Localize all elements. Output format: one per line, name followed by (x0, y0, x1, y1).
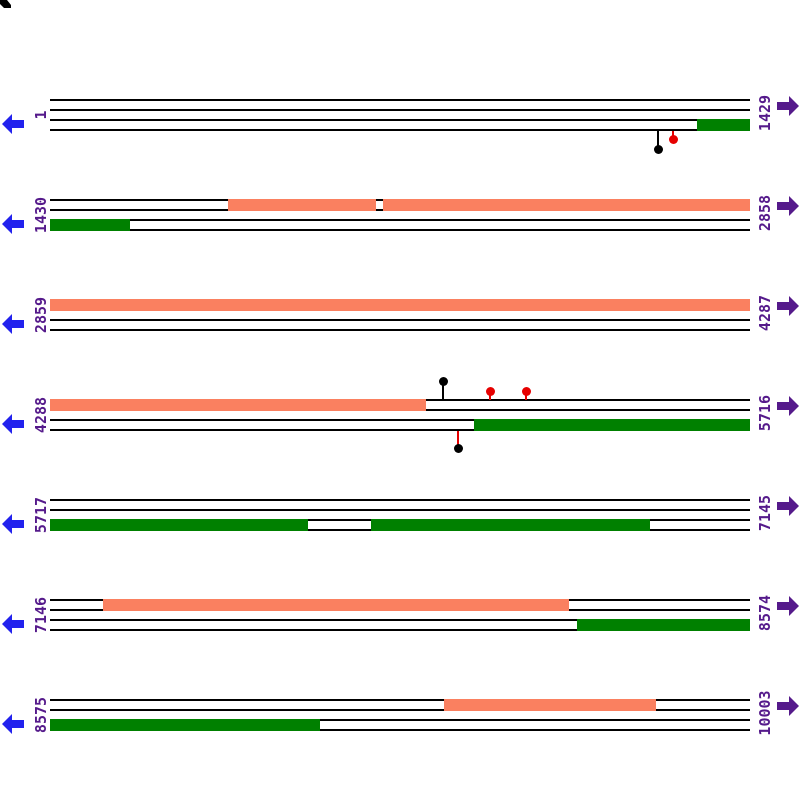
row-start-coordinate: 4288 (32, 396, 50, 434)
left-arrowhead (2, 614, 24, 634)
scroll-left-arrow[interactable] (1, 413, 25, 435)
strand-line (50, 709, 750, 711)
scroll-right-arrow[interactable] (776, 495, 800, 517)
row-start-coordinate: 2859 (32, 296, 50, 334)
scroll-right-arrow[interactable] (776, 195, 800, 217)
row-end-coordinate: 10003 (756, 690, 774, 736)
strand-line (50, 99, 750, 101)
marker-dot (438, 376, 448, 386)
right-arrowhead (777, 496, 799, 516)
left-arrowhead (2, 314, 24, 334)
right-arrowhead (777, 596, 799, 616)
strand-line (50, 319, 750, 321)
marker-stem (657, 131, 659, 146)
strand-line (50, 419, 750, 421)
strand-line (50, 729, 750, 731)
scroll-right-arrow[interactable] (776, 95, 800, 117)
strand-line (50, 229, 750, 231)
marker-dot (453, 443, 463, 453)
forward-feature-bar[interactable] (50, 299, 750, 311)
row-end-coordinate: 8574 (756, 594, 774, 632)
marker-dot (521, 386, 531, 396)
strand-line (50, 109, 750, 111)
row-end-coordinate: 5716 (756, 394, 774, 432)
marker-stem (457, 431, 459, 445)
marker-dot (653, 144, 663, 154)
reverse-feature-bar[interactable] (50, 519, 308, 531)
strand-line (50, 699, 750, 701)
forward-feature-bar[interactable] (383, 199, 750, 211)
left-arrowhead (2, 214, 24, 234)
row-start-coordinate: 5717 (32, 496, 50, 534)
scroll-right-arrow[interactable] (776, 695, 800, 717)
right-arrowhead (777, 96, 799, 116)
right-arrowhead (777, 696, 799, 716)
strand-line (50, 329, 750, 331)
row-start-coordinate: 1 (32, 110, 50, 120)
left-arrowhead (2, 514, 24, 534)
strand-line (50, 429, 750, 431)
row-end-coordinate: 2858 (756, 194, 774, 232)
forward-feature-bar[interactable] (50, 399, 426, 411)
marker-stem (525, 394, 527, 400)
scroll-right-arrow[interactable] (776, 295, 800, 317)
scroll-left-arrow[interactable] (1, 213, 25, 235)
right-arrowhead (777, 196, 799, 216)
scroll-left-arrow[interactable] (1, 513, 25, 535)
strand-line (50, 499, 750, 501)
reverse-feature-bar[interactable] (50, 219, 130, 231)
right-arrowhead (777, 396, 799, 416)
strand-line (50, 619, 750, 621)
strand-line (50, 509, 750, 511)
row-end-coordinate: 1429 (756, 94, 774, 132)
row-start-coordinate: 7146 (32, 596, 50, 634)
reverse-feature-bar[interactable] (577, 619, 750, 631)
strand-line (50, 219, 750, 221)
row-end-coordinate: 7145 (756, 494, 774, 532)
marker-stem (442, 384, 444, 400)
marker-dot (668, 134, 678, 144)
reverse-feature-bar[interactable] (50, 719, 320, 731)
strand-line (50, 129, 750, 131)
right-arrowhead (777, 296, 799, 316)
strand-line (50, 629, 750, 631)
left-arrowhead (2, 114, 24, 134)
forward-feature-bar[interactable] (103, 599, 569, 611)
row-start-coordinate: 1430 (32, 196, 50, 234)
scroll-left-arrow[interactable] (1, 713, 25, 735)
reverse-feature-bar[interactable] (474, 419, 750, 431)
marker-stem (672, 131, 674, 136)
marker-stem (489, 394, 491, 400)
scroll-left-arrow[interactable] (1, 113, 25, 135)
reverse-feature-bar[interactable] (697, 119, 750, 131)
left-arrowhead (2, 414, 24, 434)
forward-feature-bar[interactable] (444, 699, 656, 711)
left-arrowhead (2, 714, 24, 734)
row-end-coordinate: 4287 (756, 294, 774, 332)
row-start-coordinate: 8575 (32, 696, 50, 734)
strand-line (50, 119, 750, 121)
scroll-right-arrow[interactable] (776, 595, 800, 617)
forward-feature-bar[interactable] (228, 199, 376, 211)
reverse-feature-bar[interactable] (371, 519, 650, 531)
corner-glyph-fragment (0, 0, 11, 8)
scroll-left-arrow[interactable] (1, 313, 25, 335)
strand-line (50, 719, 750, 721)
scroll-left-arrow[interactable] (1, 613, 25, 635)
corner-glyph-shape (0, 0, 11, 8)
marker-dot (485, 386, 495, 396)
scroll-right-arrow[interactable] (776, 395, 800, 417)
